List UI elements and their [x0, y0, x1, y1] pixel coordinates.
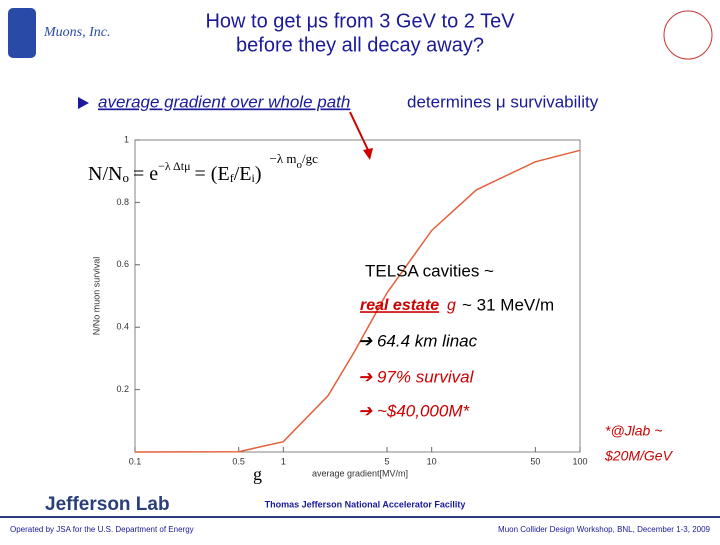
formula-part: −λ m [269, 151, 296, 166]
footer-lab: Jefferson Lab [45, 494, 170, 515]
note: ➔ 64.4 km linac [358, 331, 478, 350]
arrow-head [363, 148, 373, 160]
y-tick-label: 0.6 [116, 259, 129, 269]
formula-part: N/N [88, 163, 122, 185]
footnote: *@Jlab ~ [605, 423, 662, 439]
title: How to get μs from 3 GeV to 2 TeV [205, 10, 515, 32]
logo-icon [8, 8, 36, 58]
footer-facility: Thomas Jefferson National Accelerator Fa… [265, 499, 466, 509]
formula-part: f [230, 171, 234, 185]
x-tick-label: 10 [427, 456, 437, 466]
x-tick-label: 1 [281, 456, 286, 466]
formula: N/No = e−λ Δtμ = (Ef/Ei)−λ mo/gc [88, 151, 318, 185]
logo-badge [663, 10, 713, 60]
plot-frame [134, 139, 581, 453]
formula-part: −λ Δtμ [158, 159, 190, 173]
x-tick-label: 0.1 [129, 456, 142, 466]
bullet-text: determines μ survivability [407, 92, 599, 111]
y-tick-label: 0.2 [116, 384, 129, 394]
note: ➔ ~$40,000M* [358, 401, 471, 420]
formula-part: /gc [302, 151, 318, 166]
note: ~ 31 MeV/m [462, 295, 554, 314]
bullet-icon [78, 97, 89, 109]
formula-part: /E [234, 163, 252, 185]
formula-part: ) [255, 163, 262, 185]
x-tick-label: 0.5 [232, 456, 245, 466]
plot: 0.2 0.4 0.6 0.8 1 0.1 0.5 1 5 10 50 100 average grad… [91, 134, 587, 478]
x-tick-label: 50 [530, 456, 540, 466]
y-axis-label: N/No muon survival [91, 257, 101, 336]
logo-text: Muons, Inc. [43, 25, 111, 40]
formula-part: = (E [195, 163, 230, 185]
footer-workshop: Muon Collider Design Workshop, BNL, Dece… [498, 525, 711, 534]
y-tick-label: 1 [124, 134, 129, 144]
arrow [349, 111, 369, 151]
formula-part: i [251, 171, 255, 185]
y-tick-label: 0.8 [116, 197, 129, 207]
y-tick-label: 0.4 [116, 322, 129, 332]
footer-operated: Operated by JSA for the U.S. Department … [10, 525, 194, 534]
x-axis-label: average gradient[MV/m] [312, 468, 408, 478]
note: g [447, 297, 456, 314]
formula-part: o [122, 170, 129, 185]
note: TELSA cavities ~ [365, 261, 494, 280]
formula-part: o [296, 159, 302, 171]
title: before they all decay away? [236, 34, 484, 56]
axis-symbol: g [253, 464, 262, 484]
x-tick-label: 5 [385, 456, 390, 466]
note: real estate [360, 297, 439, 314]
survival-curve [134, 149, 581, 453]
footnote: $20M/GeV [604, 448, 674, 464]
note: ➔ 97% survival [358, 367, 475, 386]
bullet-text: average gradient over whole path [98, 92, 350, 111]
x-tick-label: 100 [572, 456, 587, 466]
formula-part: = e [133, 163, 158, 185]
